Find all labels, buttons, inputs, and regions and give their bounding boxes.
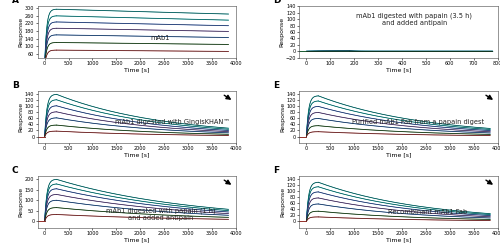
Y-axis label: Response: Response <box>280 187 285 217</box>
Text: mAb1: mAb1 <box>150 34 170 40</box>
X-axis label: Time [s]: Time [s] <box>386 152 411 157</box>
Text: F: F <box>274 166 280 174</box>
Text: A: A <box>12 0 18 5</box>
X-axis label: Time [s]: Time [s] <box>124 67 150 72</box>
X-axis label: Time [s]: Time [s] <box>124 152 150 157</box>
Y-axis label: Response: Response <box>18 187 24 217</box>
Text: mAb1 digested with papain (1 h)
and added antipain: mAb1 digested with papain (1 h) and adde… <box>106 208 215 222</box>
Text: E: E <box>274 80 280 90</box>
Text: Purified mAb1 Fab from a papain digest: Purified mAb1 Fab from a papain digest <box>352 120 484 126</box>
Text: D: D <box>274 0 281 5</box>
Text: mAb1 digested with papain (3.5 h)
and added antipain: mAb1 digested with papain (3.5 h) and ad… <box>356 12 472 26</box>
X-axis label: Time [s]: Time [s] <box>386 237 411 242</box>
Y-axis label: Response: Response <box>280 102 285 132</box>
Y-axis label: Response: Response <box>18 17 24 47</box>
Y-axis label: Response: Response <box>18 102 24 132</box>
Y-axis label: Response: Response <box>280 17 284 47</box>
X-axis label: Time [s]: Time [s] <box>124 237 150 242</box>
Text: C: C <box>12 166 18 174</box>
Text: Recombinant mAb1 Fab: Recombinant mAb1 Fab <box>388 210 468 216</box>
Text: B: B <box>12 80 18 90</box>
X-axis label: Time [s]: Time [s] <box>386 67 411 72</box>
Text: mAb1 digested with GingisKHAN™: mAb1 digested with GingisKHAN™ <box>115 120 230 126</box>
